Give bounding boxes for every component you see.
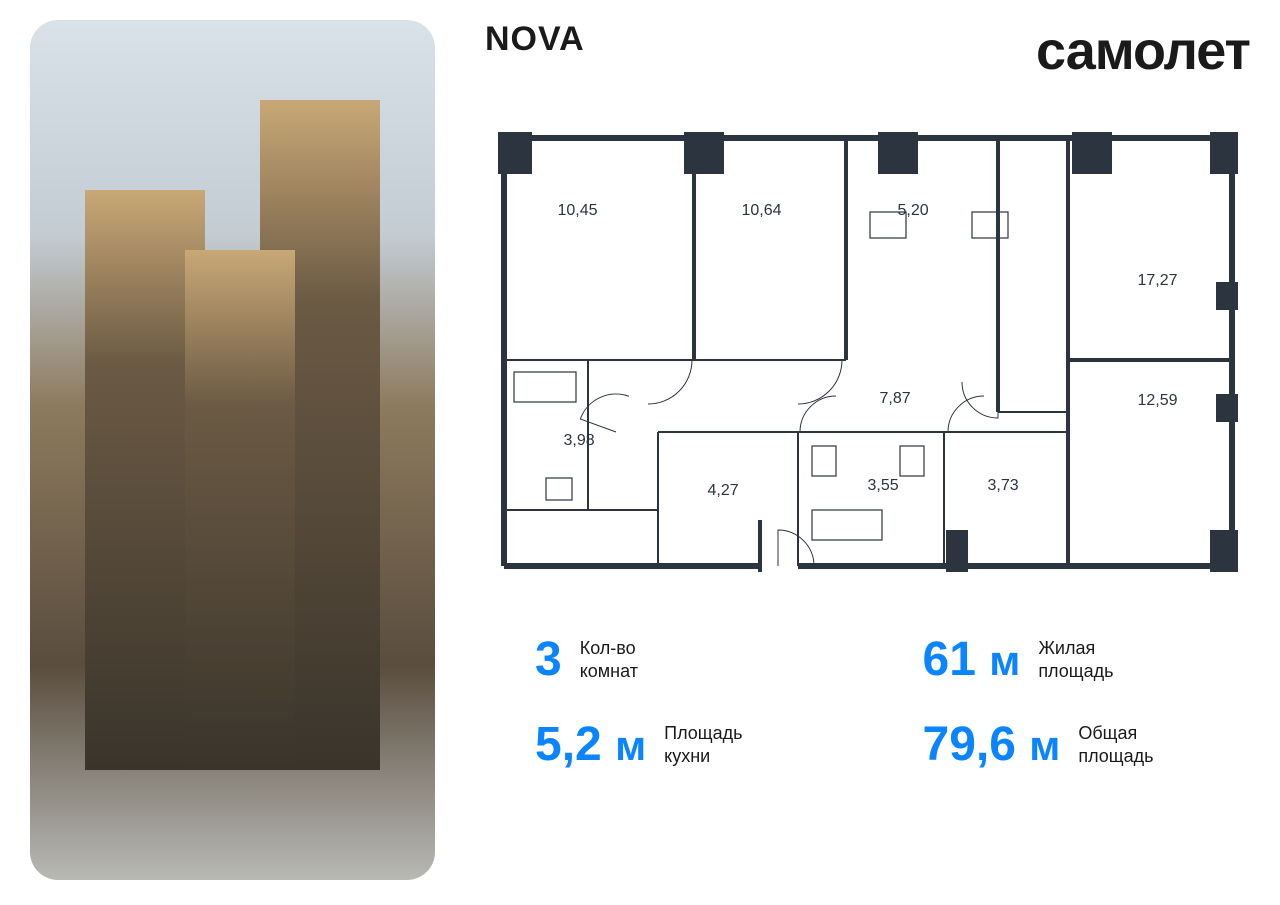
room-area-label: 5,20 — [898, 202, 929, 220]
project-name: NOVA — [485, 20, 585, 59]
header: NOVA самолет — [485, 20, 1250, 82]
room-area-label: 17,27 — [1138, 272, 1178, 290]
stat-rooms-value: 3 — [535, 633, 562, 686]
stat-kitchen-area: 5,2 м Площадькухни — [535, 717, 853, 772]
room-area-label: 3,73 — [988, 477, 1019, 495]
stat-living-value: 61 — [923, 633, 976, 686]
stat-living-area: 61 м Жилаяплощадь — [923, 632, 1241, 687]
room-area-label: 12,59 — [1138, 392, 1178, 410]
brand-logo: самолет — [1036, 20, 1250, 82]
stats-grid: 3 Кол-вокомнат 61 м Жилаяплощадь 5,2 м П… — [485, 632, 1250, 772]
room-area-label: 10,45 — [558, 202, 598, 220]
stat-rooms: 3 Кол-вокомнат — [535, 632, 853, 687]
room-area-label: 10,64 — [742, 202, 782, 220]
room-area-label: 3,55 — [868, 477, 899, 495]
room-area-label: 3,98 — [564, 432, 595, 450]
building-render-image — [30, 20, 435, 880]
floorplan-diagram: 10,45 10,64 5,20 17,27 12,59 7,87 3,98 4,27 3,55… — [498, 132, 1238, 572]
stat-total-value: 79,6 — [923, 718, 1016, 771]
stat-kitchen-value: 5,2 — [535, 718, 602, 771]
room-area-label: 7,87 — [880, 390, 911, 408]
room-area-label: 4,27 — [708, 482, 739, 500]
stat-total-area: 79,6 м Общаяплощадь — [923, 717, 1241, 772]
